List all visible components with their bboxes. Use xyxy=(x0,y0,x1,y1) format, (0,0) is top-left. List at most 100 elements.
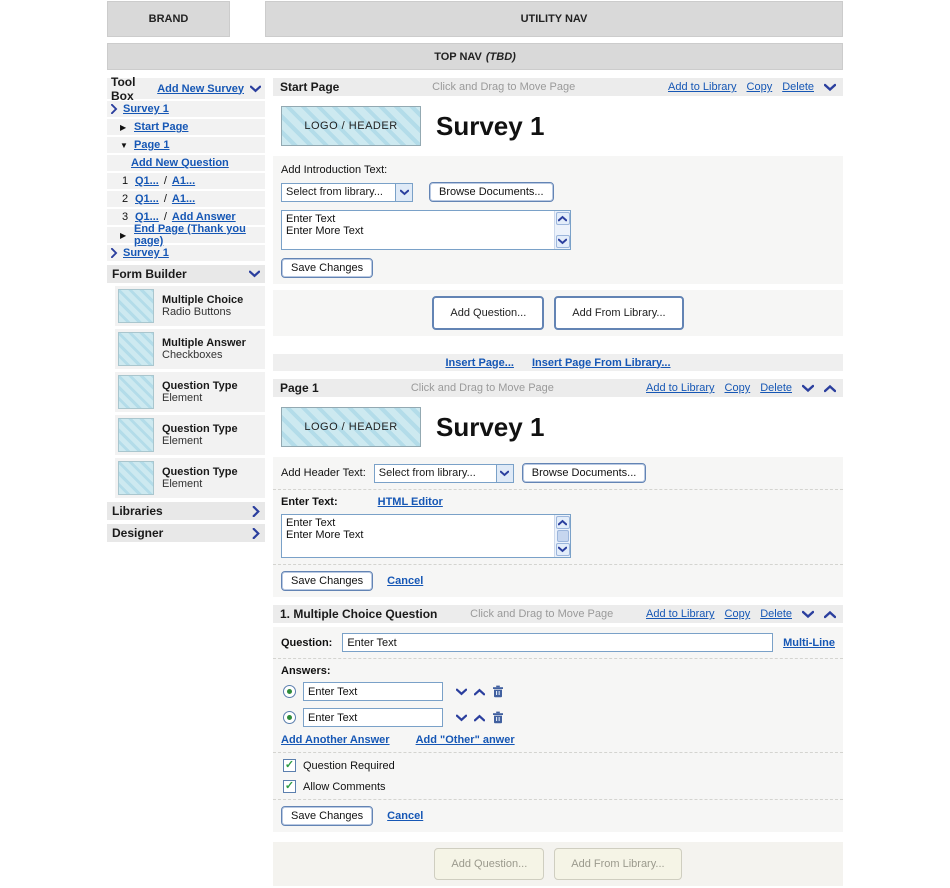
page1-header[interactable]: Page 1 Click and Drag to Move Page Add t… xyxy=(273,379,843,397)
form-builder-item-question-type-2[interactable]: Question Type Element xyxy=(115,415,265,455)
radio-icon[interactable] xyxy=(283,685,296,698)
delete-answer-trash-icon[interactable] xyxy=(492,685,504,698)
move-answer-up-icon[interactable] xyxy=(474,688,485,696)
triangle-down-icon[interactable]: ▼ xyxy=(120,140,128,150)
answer-input[interactable] xyxy=(303,708,443,727)
form-builder-item-question-type-1[interactable]: Question Type Element xyxy=(115,372,265,412)
intro-textarea[interactable]: Enter Text Enter More Text xyxy=(282,211,554,249)
logo-header-placeholder[interactable]: LOGO / HEADER xyxy=(281,407,421,447)
add-to-library-link[interactable]: Add to Library xyxy=(668,81,737,93)
copy-link[interactable]: Copy xyxy=(746,81,773,93)
move-answer-down-icon[interactable] xyxy=(456,688,467,696)
chevron-down-icon[interactable] xyxy=(249,270,260,278)
triangle-right-icon[interactable]: ▶ xyxy=(120,122,127,132)
radio-icon[interactable] xyxy=(283,711,296,724)
add-new-question-link[interactable]: Add New Question xyxy=(131,157,229,169)
question-link[interactable]: Q1... xyxy=(135,193,159,205)
scroll-up-icon[interactable] xyxy=(555,516,570,529)
sidebar-item-survey-bottom[interactable]: Survey 1 xyxy=(107,245,265,261)
form-builder-item-multiple-choice[interactable]: Multiple Choice Radio Buttons xyxy=(115,286,265,326)
save-changes-button[interactable]: Save Changes xyxy=(281,258,374,278)
move-up-icon[interactable] xyxy=(824,384,836,393)
move-down-icon[interactable] xyxy=(802,610,814,619)
answer-input[interactable] xyxy=(303,682,443,701)
drag-thumbnail[interactable] xyxy=(118,461,154,495)
brand-logo[interactable]: BRAND xyxy=(107,1,230,37)
drag-thumbnail[interactable] xyxy=(118,418,154,452)
toolbox-collapse-icon[interactable] xyxy=(250,85,261,93)
scrollbar-thumb[interactable] xyxy=(556,530,569,542)
answer-link[interactable]: A1... xyxy=(171,175,196,187)
collapse-icon[interactable] xyxy=(824,83,836,92)
insert-page-link[interactable]: Insert Page... xyxy=(445,356,514,369)
sidebar-item-page1[interactable]: ▼ Page 1 xyxy=(107,137,265,153)
browse-documents-button[interactable]: Browse Documents... xyxy=(521,463,647,483)
delete-link[interactable]: Delete xyxy=(760,608,792,620)
move-answer-down-icon[interactable] xyxy=(456,714,467,722)
sidebar-item-add-new-question[interactable]: Add New Question xyxy=(107,155,265,171)
utility-nav[interactable]: UTILITY NAV xyxy=(265,1,843,37)
start-page-link[interactable]: Start Page xyxy=(134,121,189,133)
textarea-scrollbar[interactable] xyxy=(554,211,570,249)
survey-link[interactable]: Survey 1 xyxy=(123,103,169,115)
question-input[interactable] xyxy=(342,633,774,652)
question-header[interactable]: 1. Multiple Choice Question Click and Dr… xyxy=(273,605,843,623)
delete-link[interactable]: Delete xyxy=(782,81,814,93)
form-builder-header[interactable]: Form Builder xyxy=(107,265,265,283)
form-builder-item-multiple-answer[interactable]: Multiple Answer Checkboxes xyxy=(115,329,265,369)
drag-thumbnail[interactable] xyxy=(118,289,154,323)
end-page-link[interactable]: End Page (Thank you page) xyxy=(134,223,246,247)
question-link[interactable]: Q1... xyxy=(135,211,159,223)
scroll-down-icon[interactable] xyxy=(555,543,570,556)
top-nav[interactable]: TOP NAV (TBD) xyxy=(107,43,843,70)
allow-comments-checkbox[interactable]: ✓ xyxy=(283,780,296,793)
copy-link[interactable]: Copy xyxy=(724,608,751,620)
drag-thumbnail[interactable] xyxy=(118,332,154,366)
page1-textarea[interactable]: Enter Text Enter More Text xyxy=(282,515,554,553)
delete-link[interactable]: Delete xyxy=(760,382,792,394)
page1-link[interactable]: Page 1 xyxy=(134,139,170,151)
textarea-scrollbar[interactable] xyxy=(554,515,570,557)
delete-answer-trash-icon[interactable] xyxy=(492,711,504,724)
html-editor-link[interactable]: HTML Editor xyxy=(377,496,443,508)
copy-link[interactable]: Copy xyxy=(724,382,751,394)
question-link[interactable]: Q1... xyxy=(135,175,159,187)
logo-header-placeholder[interactable]: LOGO / HEADER xyxy=(281,106,421,146)
add-to-library-link[interactable]: Add to Library xyxy=(646,608,715,620)
insert-page-from-library-link[interactable]: Insert Page From Library... xyxy=(531,356,671,369)
save-changes-button[interactable]: Save Changes xyxy=(281,806,374,826)
move-answer-up-icon[interactable] xyxy=(474,714,485,722)
move-down-icon[interactable] xyxy=(802,384,814,393)
library-select[interactable]: Select from library... xyxy=(373,463,514,483)
add-to-library-link[interactable]: Add to Library xyxy=(646,382,715,394)
chevron-right-icon[interactable] xyxy=(252,527,260,539)
add-from-library-button[interactable]: Add From Library... xyxy=(554,296,684,330)
add-new-survey-link[interactable]: Add New Survey xyxy=(157,82,244,95)
select-dropdown-icon[interactable] xyxy=(395,183,412,201)
multi-line-link[interactable]: Multi-Line xyxy=(783,636,835,649)
select-dropdown-icon[interactable] xyxy=(495,464,513,482)
sidebar-item-end-page[interactable]: ▶ End Page (Thank you page) xyxy=(107,223,265,247)
cancel-link[interactable]: Cancel xyxy=(387,575,424,587)
add-another-answer-link[interactable]: Add Another Answer xyxy=(281,734,390,746)
triangle-right-icon[interactable]: ▶ xyxy=(120,230,127,240)
designer-header[interactable]: Designer xyxy=(107,524,265,542)
browse-documents-button[interactable]: Browse Documents... xyxy=(429,182,554,202)
scroll-down-icon[interactable] xyxy=(555,235,570,248)
add-answer-link[interactable]: Add Answer xyxy=(171,211,236,223)
move-up-icon[interactable] xyxy=(824,610,836,619)
question-required-checkbox[interactable]: ✓ xyxy=(283,759,296,772)
form-builder-item-question-type-3[interactable]: Question Type Element xyxy=(115,458,265,498)
library-select[interactable]: Select from library... xyxy=(281,182,413,202)
add-other-answer-link[interactable]: Add "Other" anwer xyxy=(415,734,515,746)
answer-link[interactable]: A1... xyxy=(171,193,196,205)
scroll-up-icon[interactable] xyxy=(555,212,570,225)
survey-link[interactable]: Survey 1 xyxy=(123,247,169,259)
sidebar-item-survey-top[interactable]: Survey 1 xyxy=(107,101,265,117)
save-changes-button[interactable]: Save Changes xyxy=(281,571,374,591)
cancel-link[interactable]: Cancel xyxy=(387,810,424,822)
sidebar-item-start-page[interactable]: ▶ Start Page xyxy=(107,119,265,135)
add-question-button[interactable]: Add Question... xyxy=(432,296,545,330)
start-page-header[interactable]: Start Page Click and Drag to Move Page A… xyxy=(273,78,843,96)
libraries-header[interactable]: Libraries xyxy=(107,502,265,520)
